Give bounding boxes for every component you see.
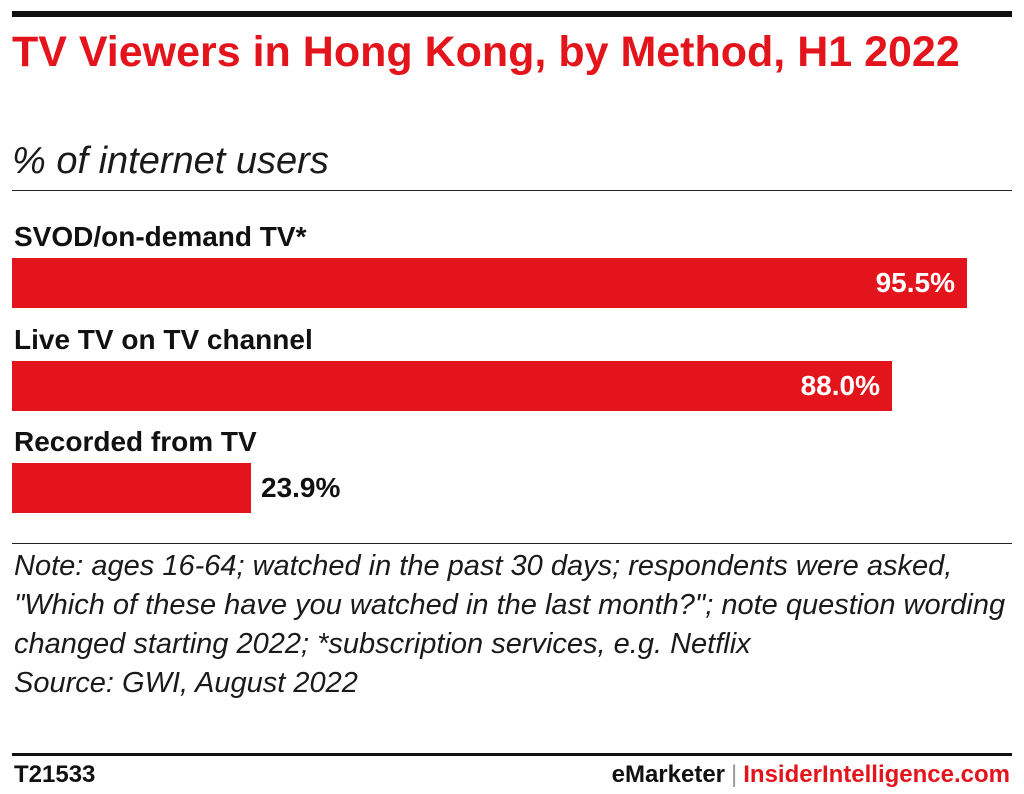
- chart-title: TV Viewers in Hong Kong, by Method, H1 2…: [12, 28, 960, 76]
- note-text: ages 16-64; watched in the past 30 days;…: [14, 550, 1006, 660]
- top-rule: [12, 11, 1012, 17]
- category-label: Live TV on TV channel: [14, 324, 313, 355]
- notes-divider: [12, 543, 1012, 544]
- source-label: Source:: [14, 667, 114, 699]
- category-label: Recorded from TV: [14, 426, 257, 457]
- brand-separator: |: [731, 761, 738, 788]
- footer-brand: eMarketer | InsiderIntelligence.com: [612, 760, 1010, 790]
- data-label: 95.5%: [875, 267, 955, 298]
- category-label: SVOD/on-demand TV*: [14, 221, 307, 252]
- data-label: 88.0%: [800, 370, 880, 401]
- chart-subtitle: % of internet users: [12, 140, 329, 182]
- brand-insider-intelligence: InsiderIntelligence.com: [743, 761, 1010, 788]
- chart-id: T21533: [14, 761, 96, 788]
- bar: [12, 258, 967, 308]
- note-label: Note:: [14, 550, 84, 582]
- footer-divider: [12, 753, 1012, 756]
- brand-emarketer: eMarketer: [611, 761, 726, 788]
- bar: [12, 361, 892, 411]
- chart-notes: Note: ages 16-64; watched in the past 30…: [14, 547, 1012, 703]
- source-text: GWI, August 2022: [113, 667, 358, 699]
- bar: [12, 463, 251, 513]
- data-label: 23.9%: [261, 472, 341, 503]
- header-divider: [12, 190, 1012, 191]
